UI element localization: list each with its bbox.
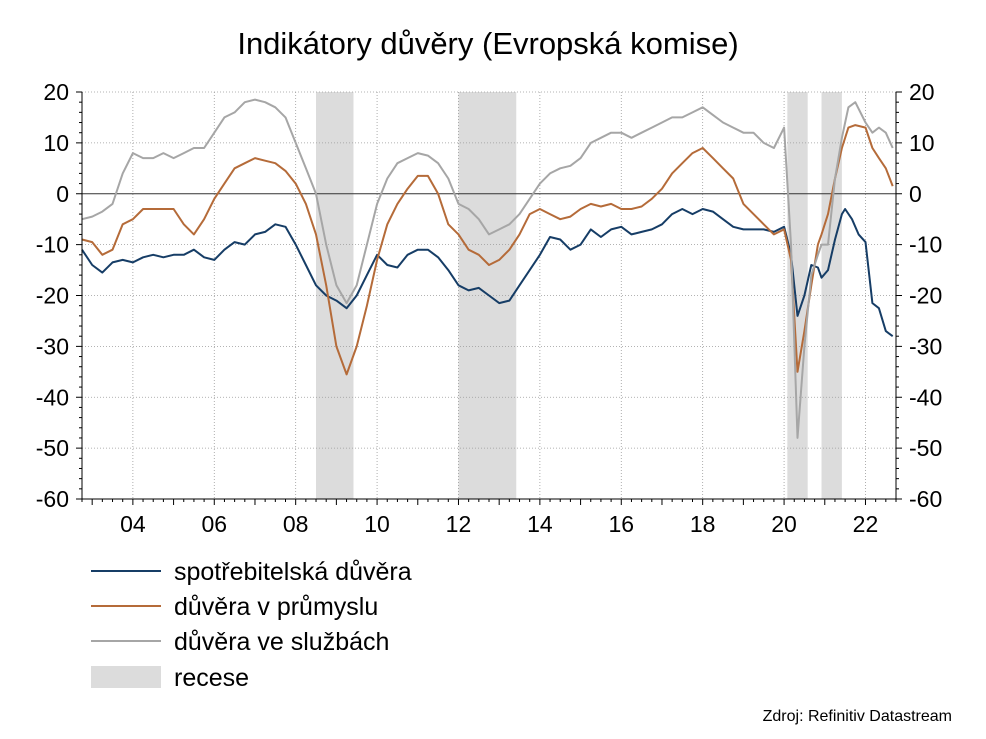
y-tick-label-right: -10 (909, 232, 942, 258)
source-note: Zdroj: Refinitiv Datastream (763, 708, 952, 725)
x-tick-label: 04 (120, 511, 146, 537)
legend-swatch-4 (91, 666, 161, 688)
x-tick-label: 12 (446, 511, 472, 537)
legend-label-4: recese (174, 664, 249, 692)
series-line-1 (81, 208, 894, 338)
legend-label-1: spotřebitelská důvěra (174, 558, 412, 586)
series-lines (81, 98, 894, 439)
y-tick-label-right: -60 (909, 486, 942, 512)
y-tick-label-left: 20 (43, 79, 69, 105)
y-tick-label-left: 0 (56, 181, 69, 207)
y-tick-label-left: -10 (36, 232, 69, 258)
x-tick-label: 10 (364, 511, 390, 537)
y-tick-label-right: -30 (909, 333, 942, 359)
x-tick-label: 16 (608, 511, 634, 537)
x-tick-label: 14 (527, 511, 553, 537)
y-tick-label-left: -20 (36, 283, 69, 309)
y-tick-label-right: 20 (909, 79, 935, 105)
x-tick-label: 18 (690, 511, 716, 537)
series-line-3 (81, 98, 894, 439)
series-line-2 (81, 124, 894, 376)
y-tick-label-right: -50 (909, 435, 942, 461)
axes: 20 20 10 10 0 0 -10 -10 -20 -20 -30 -30 -40 -40 -50 -50… (36, 79, 943, 537)
y-tick-label-left: -50 (36, 435, 69, 461)
y-tick-label-right: 0 (909, 181, 922, 207)
x-tick-label: 06 (201, 511, 227, 537)
x-tick-label: 08 (283, 511, 309, 537)
x-tick-label: 22 (853, 511, 879, 537)
legend-label-3: důvěra ve službách (174, 628, 389, 656)
y-tick-label-left: -40 (36, 384, 69, 410)
y-tick-label-right: 10 (909, 130, 935, 156)
y-tick-label-right: -40 (909, 384, 942, 410)
y-tick-label-left: 10 (43, 130, 69, 156)
x-tick-label: 20 (771, 511, 797, 537)
legend: spotřebitelská důvěra důvěra v průmyslu dů… (91, 558, 412, 692)
chart-title: Indikátory důvěry (Evropská komise) (237, 26, 738, 61)
y-tick-label-left: -60 (36, 486, 69, 512)
y-tick-label-left: -30 (36, 333, 69, 359)
legend-label-2: důvěra v průmyslu (174, 593, 378, 621)
y-tick-label-right: -20 (909, 283, 942, 309)
